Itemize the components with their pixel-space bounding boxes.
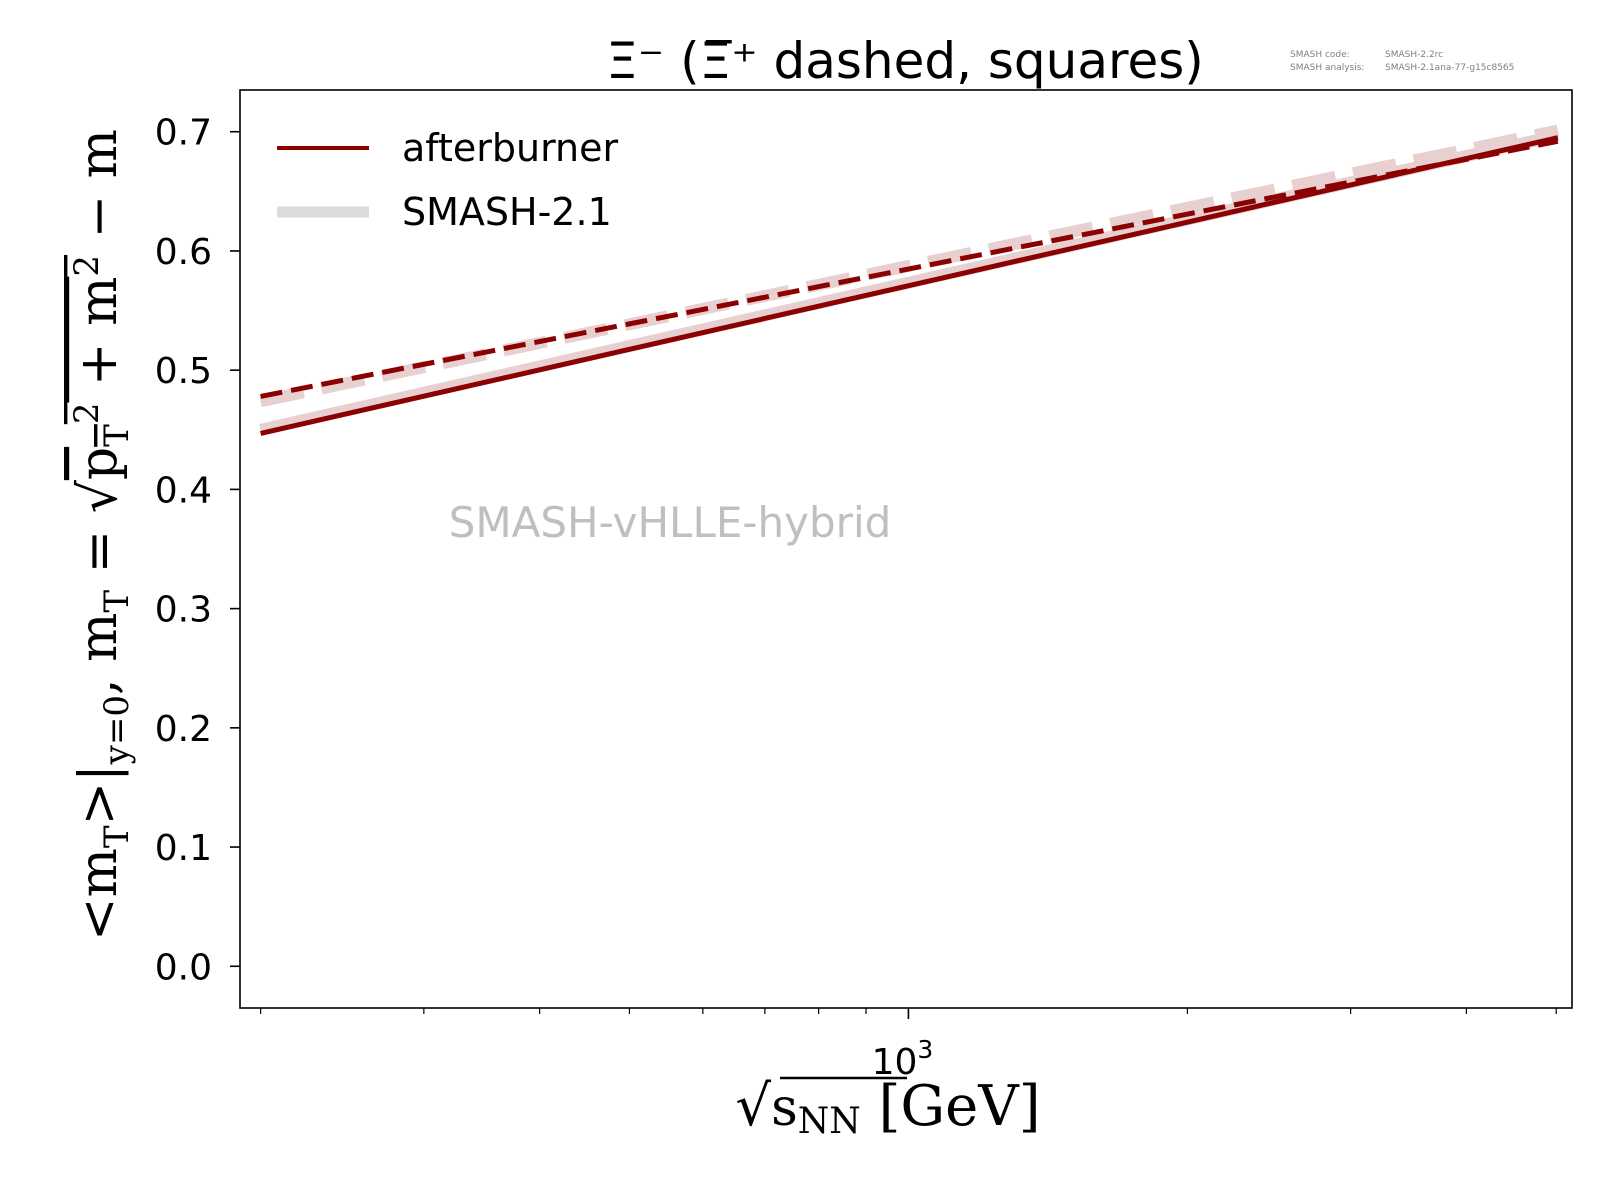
y-tick-label: 0.4 — [155, 470, 212, 511]
chart-title: Ξ⁻ (Ξ̅⁺ dashed, squares) — [606, 32, 1204, 90]
version-analysis-label: SMASH analysis: — [1290, 63, 1364, 73]
y-axis-label: <mT>|y=0, mT = √pT2 + m2 − m — [67, 129, 137, 941]
y-tick-label: 0.2 — [155, 709, 212, 750]
y-tick-label: 0.5 — [155, 351, 212, 392]
plot-area — [239, 89, 1573, 1009]
x-axis-label: √sNN [GeV] — [735, 1074, 1040, 1142]
y-tick-label: 0.7 — [155, 113, 212, 154]
version-analysis-value: SMASH-2.1ana-77-g15c8565 — [1385, 63, 1514, 73]
series-afterburner-dashed — [260, 138, 1559, 399]
watermark: SMASH-vHLLE-hybrid — [449, 498, 892, 547]
legend-label-smash-2-1: SMASH-2.1 — [402, 190, 612, 234]
series-afterburner-solid — [260, 135, 1559, 436]
y-tick-label: 0.1 — [155, 828, 212, 869]
svg-text:<mT>|y=0, mT = √pT2 + m2 − m: <mT>|y=0, mT = √pT2 + m2 − m — [67, 129, 137, 941]
data-series — [259, 124, 1560, 436]
y-tick-label: 0.6 — [155, 232, 212, 273]
legend: afterburner SMASH-2.1 — [277, 126, 619, 234]
y-tick-label: 0.0 — [155, 947, 212, 988]
version-code-label: SMASH code: — [1290, 50, 1350, 60]
y-tick-label: 0.3 — [155, 590, 212, 631]
legend-label-afterburner: afterburner — [402, 126, 619, 170]
svg-text:√sNN [GeV]: √sNN [GeV] — [735, 1074, 1040, 1142]
version-code-value: SMASH-2.2rc — [1385, 50, 1443, 60]
